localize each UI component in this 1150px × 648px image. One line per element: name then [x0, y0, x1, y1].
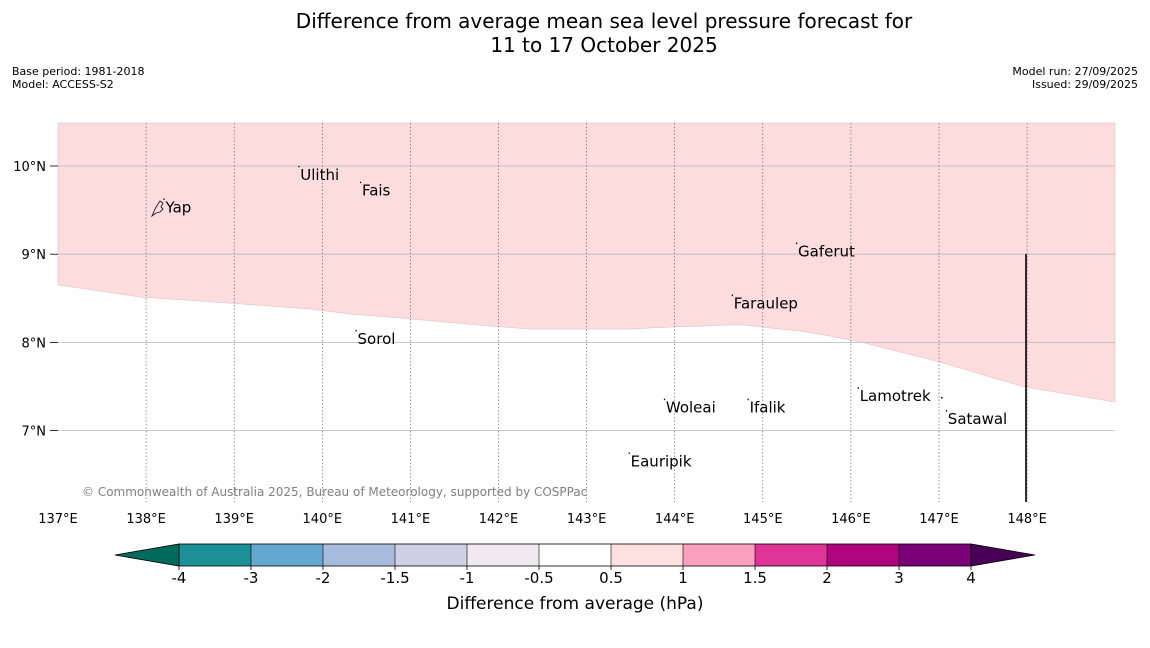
yap-island-shape	[150, 200, 164, 218]
colorbar-tick-label: 0.5	[599, 569, 623, 587]
place-satawal: Satawal	[945, 410, 1007, 428]
lon-label: 140°E	[303, 512, 343, 527]
lon-label: 138°E	[126, 512, 166, 527]
island-dot	[796, 242, 798, 245]
place-name: Ifalik	[750, 399, 786, 417]
colorbar-low-extend	[114, 543, 180, 567]
meta-right: Model run: 27/09/2025 Issued: 29/09/2025	[1012, 65, 1138, 91]
colorbar-segment	[827, 544, 899, 566]
model-name: Model: ACCESS-S2	[12, 78, 114, 91]
island-dot	[663, 398, 666, 401]
colorbar-label: Difference from average (hPa)	[446, 594, 704, 614]
colorbar-segment	[467, 544, 539, 566]
place-name: Gaferut	[798, 243, 855, 261]
longitude-labels: 137°E 138°E 139°E 140°E 141°E 142°E 143°E 144°E…	[38, 512, 1047, 527]
title-line-2: 11 to 17 October 2025	[490, 33, 718, 57]
lon-label: 141°E	[391, 512, 431, 527]
place-name: Woleai	[666, 399, 716, 417]
lon-label: 145°E	[743, 512, 783, 527]
colorbar-segment	[611, 544, 683, 566]
lat-label: 7°N	[22, 425, 47, 440]
place-name: Sorol	[358, 330, 396, 348]
lon-label: 142°E	[479, 512, 519, 527]
meta-left: Base period: 1981-2018 Model: ACCESS-S2	[12, 65, 144, 91]
lon-label: 148°E	[1007, 512, 1047, 527]
colorbar-outline	[178, 543, 972, 567]
lat-label: 9°N	[22, 248, 47, 263]
island-dot	[355, 329, 357, 332]
anomaly-fill-region	[57, 122, 1116, 403]
lat-label: 10°N	[13, 160, 46, 175]
place-fais: Fais	[359, 181, 391, 200]
colorbar-tick-label: 1.5	[743, 569, 767, 587]
colorbar: -4 -3 -2 -1.5 -1 -0.5 0.5 1 1.5 2 3 4	[114, 543, 1036, 587]
latitude-labels: 10°N 9°N 8°N 7°N	[13, 160, 46, 440]
title-line-1: Difference from average mean sea level p…	[295, 9, 913, 33]
lon-label: 143°E	[567, 512, 607, 527]
colorbar-tick-label: 1	[678, 569, 688, 587]
copyright-notice: © Commonwealth of Australia 2025, Bureau…	[82, 485, 588, 499]
model-run: Model run: 27/09/2025	[1012, 65, 1138, 78]
colorbar-segment	[539, 544, 611, 566]
base-period: Base period: 1981-2018	[12, 65, 145, 78]
colorbar-segment	[179, 544, 251, 566]
colorbar-tick-label: -1.5	[380, 569, 409, 587]
colorbar-segment	[251, 544, 323, 566]
place-yap: Yap	[163, 198, 191, 216]
place-lamotrek: Lamotrek	[857, 387, 931, 405]
colorbar-tick-label: 2	[822, 569, 832, 587]
satawal-dot	[941, 397, 943, 399]
place-name: Faraulep	[734, 295, 798, 313]
colorbar-high-extend	[970, 543, 1036, 567]
place-labels: Yap Ulithi Fais Gaferut Faraulep Sorol Woleai I…	[163, 165, 1007, 470]
place-faraulep: Faraulep	[731, 294, 798, 313]
place-name: Fais	[362, 182, 391, 200]
colorbar-tick-label: -4	[172, 569, 187, 587]
place-name: Yap	[164, 198, 191, 216]
lon-label: 146°E	[831, 512, 871, 527]
colorbar-tick-label: -2	[316, 569, 331, 587]
colorbar-tick-label: 4	[966, 569, 976, 587]
colorbar-tick-label: 3	[894, 569, 904, 587]
colorbar-segment	[899, 544, 971, 566]
colorbar-segment	[683, 544, 755, 566]
place-name: Eauripik	[631, 452, 692, 470]
island-dot	[731, 294, 733, 297]
place-woleai: Woleai	[663, 398, 716, 417]
island-dot	[857, 387, 859, 389]
place-name: Satawal	[948, 410, 1007, 428]
island-dot	[298, 165, 300, 168]
map-title: Difference from average mean sea level p…	[0, 9, 1150, 57]
island-dot	[945, 410, 948, 412]
colorbar-tick-label: -1	[460, 569, 475, 587]
colorbar-segment	[755, 544, 827, 566]
island-dot	[163, 198, 165, 200]
island-dot	[359, 181, 362, 184]
place-name: Ulithi	[300, 166, 339, 184]
lon-label: 147°E	[919, 512, 959, 527]
longitude-gridlines	[145, 123, 1028, 502]
lon-label: 137°E	[38, 512, 78, 527]
colorbar-tick-label: -3	[244, 569, 259, 587]
issued-date: Issued: 29/09/2025	[1031, 78, 1138, 91]
place-name: Lamotrek	[860, 387, 931, 405]
place-gaferut: Gaferut	[796, 243, 855, 261]
place-ifalik: Ifalik	[747, 398, 786, 417]
island-dot	[628, 452, 630, 454]
colorbar-segment	[323, 544, 395, 566]
island-dot	[747, 398, 749, 401]
colorbar-segment	[395, 544, 467, 566]
lat-label: 8°N	[22, 336, 47, 351]
lon-label: 144°E	[655, 512, 695, 527]
lon-label: 139°E	[214, 512, 254, 527]
place-eauripik: Eauripik	[628, 452, 692, 470]
place-sorol: Sorol	[355, 329, 396, 348]
colorbar-tick-label: -0.5	[524, 569, 553, 587]
place-ulithi: Ulithi	[298, 165, 339, 184]
